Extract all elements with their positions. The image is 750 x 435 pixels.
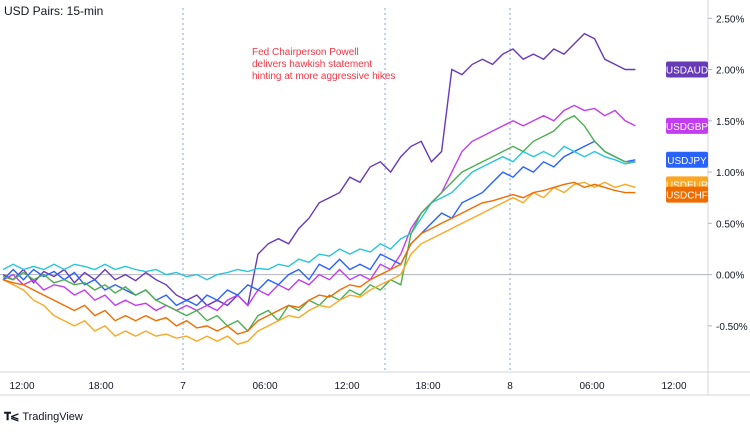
axis-label-text: USDJPY [667, 156, 707, 167]
footer: 𝐓⩽ TradingView [4, 410, 83, 424]
x-tick-label: 12:00 [334, 381, 359, 392]
x-tick-label: 12:00 [9, 381, 34, 392]
tradingview-logo-icon[interactable]: 𝐓⩽ [4, 411, 19, 423]
fomc-annotation: Fed Chairperson Powell delivers hawkish s… [252, 47, 402, 83]
x-tick-label: 12:00 [661, 381, 686, 392]
axis-label-text: USDAUD [666, 66, 708, 77]
y-tick-label: 0.00% [716, 271, 744, 282]
y-tick-label: 2.00% [716, 66, 744, 77]
series-line-usdchf [2, 181, 636, 335]
series-line-usdgbp [2, 104, 636, 312]
axis-label-text: USDGBP [666, 122, 709, 133]
series-line-usdcad [2, 145, 636, 281]
series-line-usdaud [2, 32, 636, 307]
y-tick-label: 1.00% [716, 168, 744, 179]
axis-label-text: USDCHF [666, 191, 708, 202]
x-tick-label: 06:00 [252, 381, 277, 392]
axis-label-usdgbp [666, 117, 708, 134]
axis-label-usdjpy [666, 151, 708, 168]
x-tick-label: 18:00 [415, 381, 440, 392]
y-tick-label: -0.50% [716, 322, 748, 333]
y-tick-label: 2.50% [716, 14, 744, 25]
series-line-usdjpy [2, 140, 636, 307]
tradingview-brand[interactable]: TradingView [22, 411, 83, 423]
axis-label-usdaud [666, 61, 708, 78]
y-tick-label: 1.50% [716, 117, 744, 128]
annotation-line: delivers hawkish statement [252, 59, 373, 70]
x-tick-label: 06:00 [579, 381, 604, 392]
x-tick-label: 7 [180, 381, 186, 392]
y-tick-label: 0.50% [716, 219, 744, 230]
annotation-line: Fed Chairperson Powell [252, 47, 359, 58]
chart-title: USD Pairs: 15-min [4, 4, 104, 18]
x-tick-label: 18:00 [88, 381, 113, 392]
x-tick-label: 8 [507, 381, 513, 392]
annotation-line: hinting at more aggressive hikes [252, 71, 396, 82]
axis-label-text: USDEUR [666, 180, 708, 191]
axis-label-usdchf [666, 186, 708, 203]
series-line-usdeur [2, 181, 636, 346]
